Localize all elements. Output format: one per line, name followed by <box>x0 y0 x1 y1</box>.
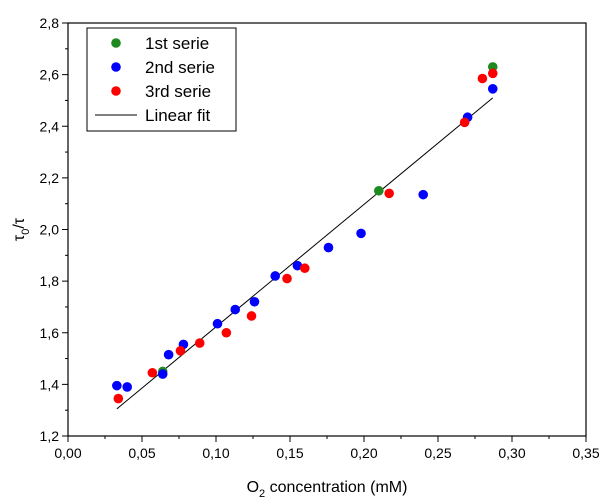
data-point-series-2 <box>356 228 366 239</box>
x-tick-label: 0,15 <box>276 445 303 461</box>
legend-marker <box>111 86 121 96</box>
y-tick-label: 2,6 <box>40 67 60 83</box>
x-tick-label: 0,35 <box>572 445 599 461</box>
data-point-series-2 <box>418 189 429 200</box>
y-axis-title-subscript: 0 <box>20 229 32 235</box>
legend-entries: 1st serie 2nd serie 3rd serie Linear fit <box>95 34 215 125</box>
y-tick-label: 1,6 <box>40 325 60 341</box>
x-tick-labels: 0,00 0,05 0,10 0,15 0,20 0,25 0,30 0,35 <box>54 445 599 461</box>
x-axis-title-subscript: 2 <box>259 488 265 499</box>
x-axis-title-main: O <box>247 479 259 496</box>
data-point-series-2 <box>270 271 281 281</box>
data-point-series-3 <box>384 188 394 199</box>
x-tick-label: 0,05 <box>128 445 155 461</box>
data-point-series-3 <box>221 327 232 338</box>
data-point-series-3 <box>282 273 292 284</box>
data-point-series-2 <box>323 242 334 253</box>
y-tick-label: 2,4 <box>40 118 60 134</box>
y-axis-title-main: τ <box>11 234 28 241</box>
y-tick-label: 1,4 <box>40 376 60 392</box>
x-tick-label: 0,20 <box>350 445 377 461</box>
legend-label: 3rd serie <box>145 82 211 101</box>
y-tick-label: 2,8 <box>40 15 60 31</box>
x-axis-title: O2 concentration (mM) <box>247 479 408 499</box>
x-tick-label: 0,30 <box>498 445 525 461</box>
x-tick-label: 0,10 <box>202 445 229 461</box>
data-point-series-2 <box>122 382 132 392</box>
data-point-series-2 <box>487 84 498 94</box>
x-tick-label: 0,00 <box>54 445 81 461</box>
data-point-series-2 <box>212 318 223 329</box>
legend-label: Linear fit <box>145 106 210 125</box>
data-point-series-2 <box>230 304 241 315</box>
data-point-series-2 <box>249 296 260 307</box>
y-tick-label: 1,8 <box>40 273 60 289</box>
y-tick-labels: 1,2 1,4 1,6 1,8 2,0 2,2 2,4 2,6 2,8 <box>40 15 60 444</box>
data-point-series-3 <box>147 367 158 378</box>
data-point-series-3 <box>113 393 124 404</box>
data-point-series-3 <box>175 346 186 356</box>
fit-line-group <box>116 97 494 410</box>
legend-label: 1st serie <box>145 34 209 53</box>
legend-marker <box>111 62 121 72</box>
legend-marker <box>111 38 121 48</box>
data-point-series-3 <box>459 117 470 128</box>
data-points <box>112 62 498 404</box>
y-axis-title: τ0/τ <box>11 217 32 241</box>
linear-fit-line <box>116 97 494 410</box>
legend-label: 2nd serie <box>145 58 215 77</box>
legend: 1st serie 2nd serie 3rd serie Linear fit <box>86 27 237 132</box>
data-point-series-2 <box>292 260 303 271</box>
data-point-series-3 <box>246 311 257 321</box>
x-axis-title-rest: concentration (mM) <box>265 479 407 496</box>
x-tick-label: 0,25 <box>424 445 451 461</box>
y-tick-label: 2,2 <box>40 170 60 186</box>
data-point-series-2 <box>163 349 174 360</box>
y-axis-title-rest: /τ <box>11 217 28 228</box>
data-point-series-2 <box>112 380 122 391</box>
data-point-series-1 <box>374 185 384 196</box>
data-point-series-3 <box>487 68 498 79</box>
data-point-series-3 <box>194 338 205 348</box>
data-point-series-3 <box>300 263 310 274</box>
data-point-series-2 <box>157 369 168 379</box>
plot-frame <box>67 22 587 437</box>
y-tick-label: 2,0 <box>40 222 60 238</box>
y-tick-label: 1,2 <box>40 428 60 444</box>
data-point-series-3 <box>477 73 488 84</box>
